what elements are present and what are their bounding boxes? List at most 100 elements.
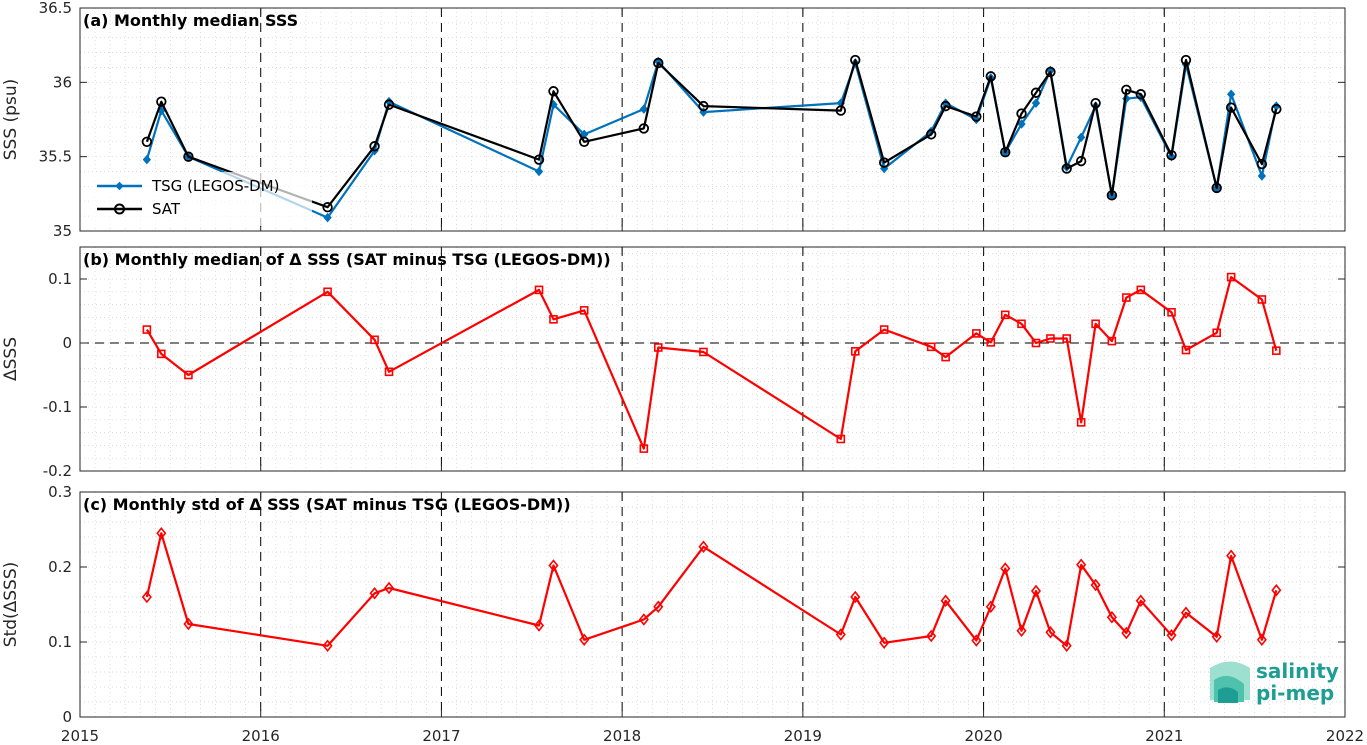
legend-label-tsg: TSG (LEGOS-DM) xyxy=(151,177,279,195)
data-point xyxy=(384,367,394,377)
data-point xyxy=(653,343,663,352)
data-point xyxy=(941,352,950,362)
legend-marker-sat xyxy=(114,203,125,215)
data-point xyxy=(369,586,380,600)
axes-frame xyxy=(79,7,1346,232)
logo-text-line1: salinity xyxy=(1256,659,1339,683)
data-point xyxy=(1016,108,1027,119)
data-point xyxy=(141,590,152,604)
series-line xyxy=(145,532,1278,647)
y-tick-label: 35.5 xyxy=(39,148,72,166)
data-point xyxy=(1136,285,1146,295)
x-tick-label: 2022 xyxy=(1326,727,1364,745)
data-point xyxy=(1000,562,1011,575)
data-point xyxy=(534,285,544,295)
data-point xyxy=(1121,626,1132,640)
data-point xyxy=(1226,89,1236,99)
data-point xyxy=(940,100,951,112)
data-point xyxy=(156,526,167,540)
y-axis-label: SSS (psu) xyxy=(1,79,21,160)
data-point xyxy=(156,96,167,107)
x-axis: 2015 2016 2017 2018 2019 2020 2021 2022 xyxy=(61,727,1364,745)
data-point xyxy=(972,114,981,125)
data-point xyxy=(971,111,982,122)
data-point xyxy=(1257,295,1267,304)
legend-box xyxy=(92,172,312,226)
data-point xyxy=(322,639,333,653)
data-point xyxy=(971,634,982,647)
data-point xyxy=(1091,319,1100,329)
data-point xyxy=(1121,84,1132,95)
data-point xyxy=(1167,307,1176,317)
y-tick-label: -0.2 xyxy=(43,462,72,480)
y-tick-label: 0.1 xyxy=(48,633,72,651)
data-point xyxy=(1212,328,1221,338)
data-point xyxy=(142,154,152,165)
logo-text-line2: pi-mep xyxy=(1256,681,1334,705)
data-point xyxy=(323,212,332,223)
data-point xyxy=(940,594,951,608)
x-tick-label: 2019 xyxy=(784,727,822,745)
data-point xyxy=(1135,89,1146,100)
axes-frame xyxy=(79,246,1346,472)
data-point xyxy=(926,342,936,352)
data-point xyxy=(533,154,545,165)
data-point xyxy=(1211,630,1222,644)
y-axis-label: ΔSSS xyxy=(1,337,21,381)
data-point xyxy=(698,540,709,554)
data-point xyxy=(383,99,395,110)
data-point xyxy=(1031,338,1041,348)
data-point xyxy=(1271,103,1282,115)
data-point xyxy=(1256,633,1267,647)
data-point xyxy=(1180,606,1191,620)
data-point xyxy=(638,613,649,626)
data-point xyxy=(972,329,981,338)
data-point xyxy=(698,100,709,112)
data-point xyxy=(638,123,650,134)
legend-marker-tsg xyxy=(115,181,124,191)
data-point xyxy=(1181,345,1191,355)
data-point xyxy=(370,335,379,345)
data-point xyxy=(878,157,890,168)
data-point xyxy=(1061,163,1072,174)
data-point xyxy=(1122,293,1131,302)
data-point xyxy=(533,619,545,632)
data-point xyxy=(1046,334,1055,343)
axes-frame xyxy=(79,491,1346,718)
data-point xyxy=(579,633,590,647)
data-point xyxy=(1045,66,1056,78)
data-point xyxy=(1031,98,1041,108)
data-point xyxy=(1045,625,1056,639)
y-axis-label: Std(ΔSSS) xyxy=(1,562,21,648)
data-point xyxy=(850,347,860,356)
data-point xyxy=(1271,583,1282,597)
data-point xyxy=(183,617,194,631)
data-point xyxy=(1180,54,1192,66)
legend-label-sat: SAT xyxy=(152,200,181,218)
y-tick-label: 0 xyxy=(62,334,72,352)
data-point xyxy=(850,54,861,66)
data-point xyxy=(1257,171,1267,181)
data-point xyxy=(985,600,996,614)
data-point xyxy=(1000,310,1010,320)
data-point xyxy=(1030,87,1042,98)
data-point xyxy=(323,287,332,297)
y-tick-label: 36 xyxy=(53,73,72,91)
x-tick-label: 2020 xyxy=(964,727,1002,745)
panel-title: (b) Monthly median of Δ SSS (SAT minus T… xyxy=(83,250,611,269)
logo-wave-icon-core xyxy=(1218,687,1238,703)
data-point xyxy=(1017,119,1026,129)
data-point xyxy=(1211,182,1222,194)
data-point xyxy=(1061,639,1072,653)
panel-b: -0.2 -0.1 0 0.1 ΔSSS (b) Monthly median of Δ … xyxy=(1,246,1346,480)
data-point xyxy=(322,202,333,213)
panel-title: (a) Monthly median SSS xyxy=(83,11,298,30)
y-tick-label: 0.3 xyxy=(48,483,72,501)
data-point xyxy=(184,370,193,380)
data-point xyxy=(183,151,194,162)
data-point xyxy=(1166,628,1177,642)
data-point xyxy=(850,590,861,604)
data-point xyxy=(926,629,937,643)
data-point xyxy=(1016,624,1027,638)
